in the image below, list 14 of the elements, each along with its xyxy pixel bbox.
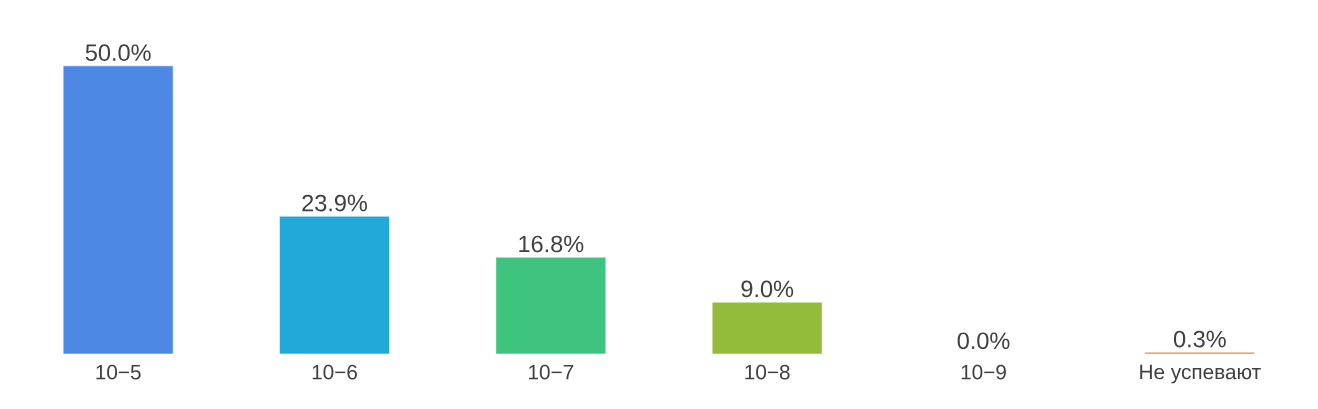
x-tick-label: 10−8: [745, 364, 790, 380]
bar: [62, 65, 174, 354]
data-label: 16.8%: [519, 235, 584, 253]
x-tick-label: 10−7: [529, 364, 574, 380]
x-tick-label: Не успевают: [1140, 364, 1261, 384]
data-label: 50.0%: [85, 44, 151, 61]
x-tick-label: 10−9: [961, 364, 1006, 380]
x-tick-label: 10−5: [96, 364, 141, 380]
data-label: 23.9%: [302, 194, 367, 212]
data-label: 0.3%: [1173, 330, 1226, 348]
bar: [279, 215, 390, 354]
x-tick-label: 10−6: [312, 364, 357, 380]
data-label: 9.0%: [741, 280, 794, 298]
data-label: 0.0%: [957, 332, 1010, 350]
